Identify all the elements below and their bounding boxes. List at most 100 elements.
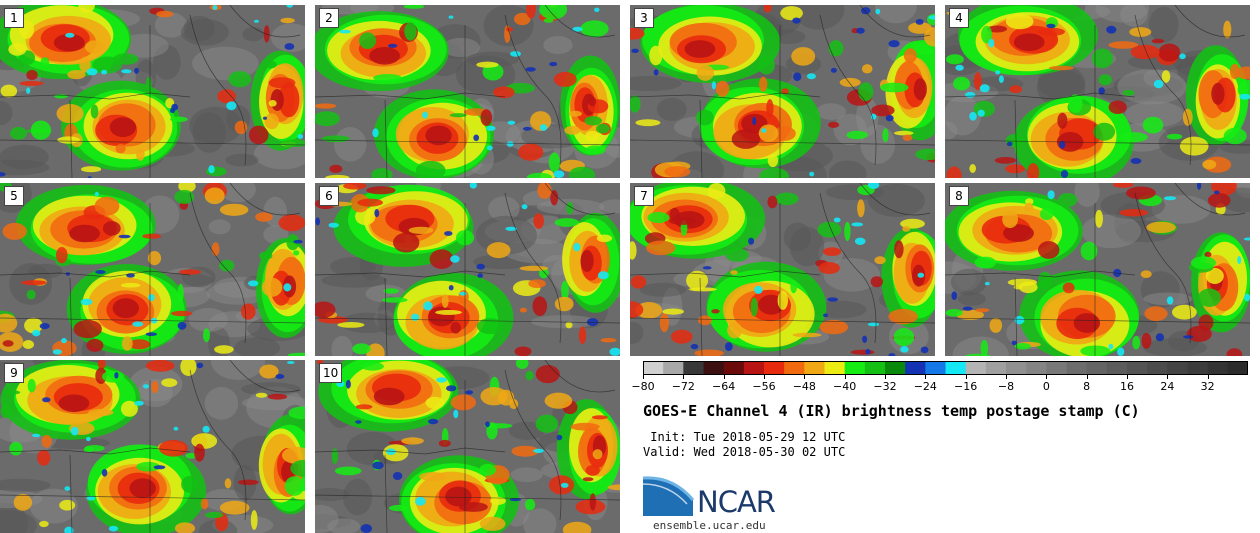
cool-fringe: [1155, 333, 1164, 342]
convective-cell: [554, 296, 574, 312]
convective-cell: [2, 390, 21, 395]
cool-fringe: [94, 191, 99, 197]
cloud-haze: [441, 37, 480, 58]
convective-cell: [388, 504, 409, 512]
cool-fringe: [862, 335, 868, 343]
convective-cell: [1132, 335, 1141, 350]
convective-cell: [526, 172, 552, 178]
cold-cloud-core: [58, 394, 90, 413]
boundary-line: [69, 454, 73, 533]
convective-cell: [596, 234, 613, 243]
cold-cloud-core: [1013, 33, 1045, 51]
convective-cell: [480, 109, 493, 126]
cloud-haze: [957, 292, 986, 306]
cool-fringe: [202, 425, 210, 433]
convective-cell: [850, 349, 875, 355]
convective-cell: [177, 283, 184, 303]
cold-cloud-core: [109, 117, 137, 137]
convective-cell: [975, 308, 990, 313]
cloud-haze: [0, 159, 50, 176]
cold-cloud-core: [1003, 224, 1034, 242]
convective-cell: [550, 190, 559, 206]
convective-cell: [1130, 44, 1160, 60]
convective-cell: [600, 338, 617, 343]
cloud-haze: [793, 5, 845, 30]
cold-cloud-core: [129, 478, 156, 499]
cool-fringe: [446, 385, 457, 392]
cool-fringe: [752, 116, 757, 126]
cool-fringe: [374, 209, 380, 218]
convective-cell: [1126, 186, 1156, 200]
boundary-line: [189, 14, 247, 166]
convective-cell: [591, 415, 608, 420]
colorbar-segment: [905, 361, 926, 375]
cloud-haze: [951, 268, 987, 296]
cool-fringe: [917, 272, 925, 278]
convective-cell: [539, 5, 568, 20]
boundary-line: [1174, 5, 1246, 38]
colorbar-tick-label: −48: [792, 380, 816, 393]
convective-cell: [1226, 348, 1243, 356]
convective-cell: [102, 221, 121, 236]
colorbar-segment: [1086, 361, 1108, 375]
boundary-line: [229, 360, 301, 393]
convective-cell: [373, 74, 402, 82]
convective-cell: [630, 275, 647, 289]
convective-cell: [228, 71, 252, 88]
convective-cell: [450, 394, 476, 411]
convective-cell: [1098, 74, 1112, 86]
convective-cell: [819, 319, 849, 335]
convective-cell: [40, 57, 50, 67]
valid-time: Valid: Wed 2018-05-30 02 UTC: [643, 445, 846, 459]
convective-cell: [224, 478, 232, 489]
panel-5: 5: [0, 183, 305, 356]
cloud-haze: [1151, 195, 1211, 224]
convective-cell: [582, 477, 594, 482]
cold-cloud-core: [373, 387, 405, 406]
cool-fringe: [339, 29, 351, 34]
convective-cell: [359, 32, 377, 49]
convective-cell: [1120, 132, 1148, 143]
cool-fringe: [1108, 343, 1114, 350]
cloud-haze: [321, 273, 388, 288]
convective-cell: [565, 321, 573, 329]
convective-cell: [519, 265, 549, 271]
convective-cell: [607, 484, 620, 491]
colorbar-tick-mark: [804, 375, 806, 379]
cool-fringe: [448, 285, 454, 291]
cool-fringe: [830, 67, 837, 73]
convective-cell: [88, 408, 114, 417]
boundary-line: [504, 192, 562, 344]
convective-cell: [415, 160, 446, 178]
convective-cell: [102, 370, 125, 383]
panel-number: 5: [4, 186, 24, 206]
cool-fringe: [609, 347, 620, 356]
cool-fringe: [65, 272, 71, 276]
cloud-haze: [241, 382, 301, 396]
convective-cell: [528, 279, 546, 288]
cool-fringe: [42, 397, 51, 403]
cool-fringe: [587, 318, 599, 327]
convective-cell: [818, 262, 840, 274]
cool-fringe: [436, 377, 447, 383]
boundary-line: [630, 139, 935, 146]
colorbar-segment: [643, 361, 664, 375]
convective-cell: [325, 174, 350, 178]
convective-cell: [585, 145, 606, 155]
convective-cell: [535, 365, 560, 384]
convective-cell: [1058, 193, 1078, 207]
cold-cloud-core: [278, 82, 300, 118]
boundary-line: [0, 139, 305, 146]
convective-cell: [490, 496, 506, 505]
convective-cell: [1113, 183, 1134, 188]
boundary-line: [0, 447, 191, 455]
convective-cell: [893, 328, 915, 347]
convective-cell: [561, 280, 569, 301]
cool-fringe: [888, 353, 896, 356]
cool-fringe: [1153, 79, 1164, 89]
cool-fringe: [965, 91, 976, 98]
cool-fringe: [108, 525, 119, 532]
cold-cloud-core: [425, 125, 452, 146]
cloud-haze: [523, 508, 557, 533]
convective-cell: [1024, 202, 1034, 212]
